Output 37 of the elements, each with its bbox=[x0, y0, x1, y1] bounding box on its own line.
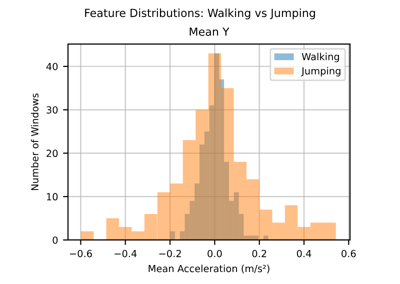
y-tick-label: 0 bbox=[52, 236, 58, 244]
legend-label: Jumping bbox=[301, 67, 340, 76]
legend-label: Walking bbox=[302, 52, 339, 62]
x-tick-label: 0.2 bbox=[252, 250, 266, 258]
y-tick-label: 30 bbox=[46, 106, 58, 114]
bar bbox=[234, 162, 247, 240]
bar bbox=[182, 140, 196, 240]
y-tick-label: 40 bbox=[46, 62, 58, 70]
bar bbox=[119, 226, 132, 240]
bar bbox=[80, 231, 94, 240]
bar bbox=[259, 210, 272, 240]
x-axis-title: Mean Acceleration (m/s²) bbox=[148, 264, 270, 274]
bar bbox=[132, 231, 144, 240]
bar bbox=[208, 53, 222, 240]
bar bbox=[106, 218, 120, 240]
x-tick-label: 0.0 bbox=[208, 250, 222, 258]
bar bbox=[144, 214, 158, 240]
bar bbox=[310, 222, 324, 240]
bar bbox=[221, 88, 234, 240]
bar bbox=[272, 222, 285, 240]
x-tick-label: 0.6 bbox=[342, 250, 356, 258]
chart-title: Feature Distributions: Walking vs Jumping bbox=[85, 8, 315, 20]
chart-subtitle: Mean Y bbox=[190, 28, 230, 36]
y-tick-label: 20 bbox=[46, 150, 58, 158]
bar bbox=[170, 184, 183, 240]
x-tick-label: 0.4 bbox=[296, 250, 312, 258]
bar bbox=[298, 226, 310, 240]
x-tick-label: −0.4 bbox=[114, 250, 137, 258]
y-axis-title: Number of Windows bbox=[30, 93, 38, 190]
bar bbox=[284, 205, 298, 240]
bar bbox=[323, 222, 336, 240]
x-tick-label: −0.6 bbox=[70, 250, 92, 258]
bar bbox=[196, 110, 208, 240]
x-tick-label: −0.2 bbox=[159, 250, 181, 258]
y-tick-label: 10 bbox=[46, 193, 58, 200]
bar bbox=[157, 192, 170, 240]
bar bbox=[246, 179, 260, 240]
